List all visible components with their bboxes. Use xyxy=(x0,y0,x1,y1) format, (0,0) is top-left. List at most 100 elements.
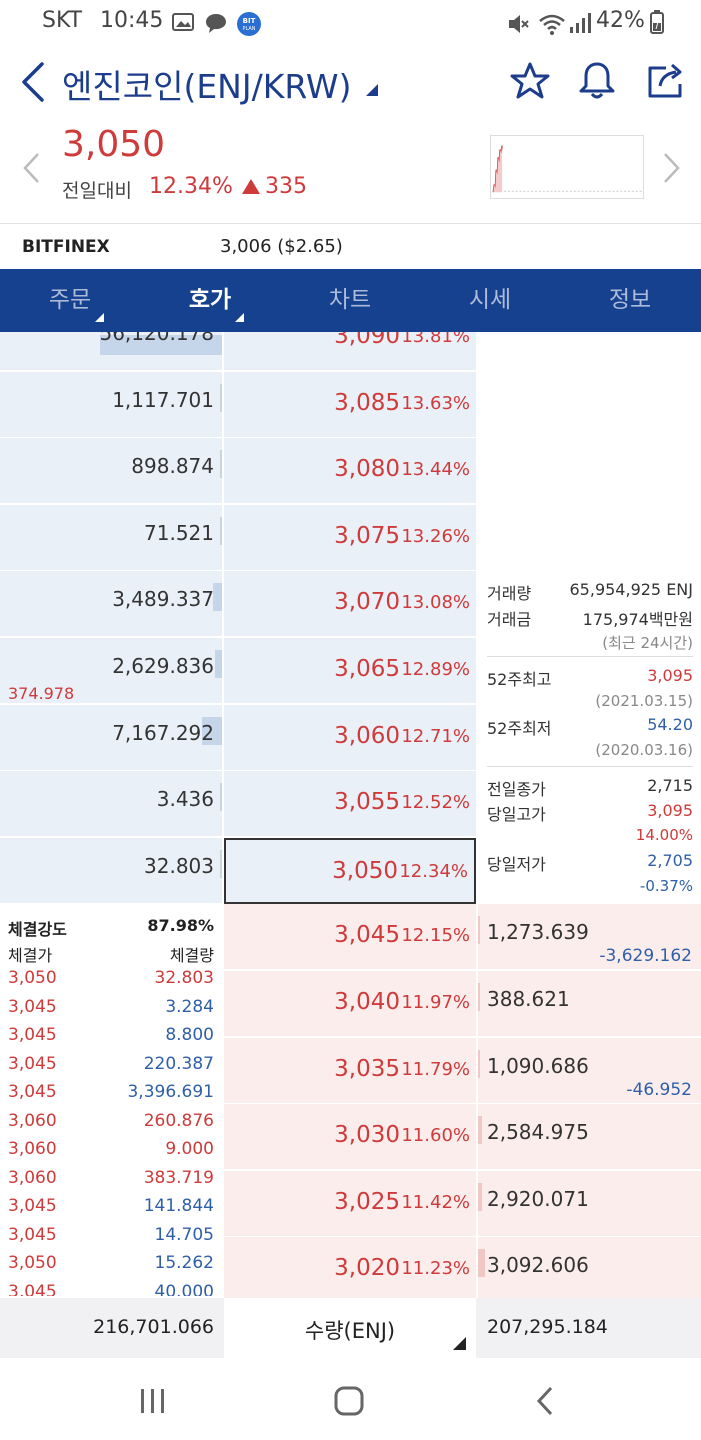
ask-quantity-cell[interactable]: 3.436 xyxy=(0,771,222,838)
ask-price-cell[interactable]: 3,075 13.26% xyxy=(224,504,476,571)
bid-quantity-change: -3,629.162 xyxy=(599,946,692,967)
current-price: 3,050 xyxy=(62,124,166,165)
bid-price-cell[interactable]: 3,045 12.15% xyxy=(224,904,476,971)
change-amount: 335 xyxy=(265,174,307,199)
wifi-icon xyxy=(539,14,565,35)
trade-quantity: 32.803 xyxy=(154,968,214,989)
ask-price-cell[interactable]: 3,090 13.81% xyxy=(224,332,476,371)
bid-price-cell[interactable]: 3,040 11.97% xyxy=(224,971,476,1037)
ask-quantity-cell[interactable]: 1,117.701 xyxy=(0,371,222,438)
tab-orderbook[interactable]: 호가 xyxy=(188,287,232,313)
trade-price: 3,060 xyxy=(8,1139,57,1160)
ask-quantity-bar xyxy=(215,650,222,678)
trade-row: 3,060 260.876 xyxy=(0,1109,222,1138)
total-bid-quantity: 207,295.184 xyxy=(487,1316,608,1338)
bid-quantity-change: -46.952 xyxy=(626,1079,692,1100)
coin-title[interactable]: 엔진코인(ENJ/KRW) xyxy=(62,67,352,106)
total-ask-quantity: 216,701.066 xyxy=(93,1316,214,1338)
trade-price: 3,045 xyxy=(8,1025,57,1046)
exchange-row[interactable]: BITFINEX 3,006 ($2.65) xyxy=(0,223,701,269)
tab-order[interactable]: 주문 xyxy=(48,287,92,313)
bid-quantity-bar xyxy=(478,1116,483,1145)
bid-quantity-cell[interactable]: 2,584.975 xyxy=(478,1104,701,1171)
ask-quantity-cell[interactable]: 71.521 xyxy=(0,504,222,571)
trade-row: 3,060 9.000 xyxy=(0,1137,222,1166)
trade-row: 3,045 141.844 xyxy=(0,1194,222,1223)
info-day-high-label: 당일고가 xyxy=(487,805,546,824)
trade-quantity: 9.000 xyxy=(165,1139,214,1160)
trade-strength-value: 87.98% xyxy=(147,916,214,936)
bid-quantity-cell[interactable]: 388.621 xyxy=(478,971,701,1037)
ask-quantity-cell[interactable]: 3,489.337 xyxy=(0,571,222,638)
bid-price-cell[interactable]: 3,025 11.42% xyxy=(224,1170,476,1237)
bell-icon[interactable] xyxy=(578,60,616,100)
bid-price: 3,020 xyxy=(334,1255,400,1282)
ask-price-cell[interactable]: 3,060 12.71% xyxy=(224,704,476,771)
ask-quantity-cell[interactable]: 2,629.836 xyxy=(0,638,222,704)
info-period-note: (최근 24시간) xyxy=(602,634,693,652)
title-dropdown-icon[interactable] xyxy=(366,84,378,96)
info-52w-high-date: (2021.03.15) xyxy=(595,692,693,710)
ask-price-cell[interactable]: 3,055 12.52% xyxy=(224,771,476,838)
previous-coin-arrow-icon[interactable] xyxy=(22,152,40,184)
up-triangle-icon xyxy=(242,179,260,194)
ask-price-cell[interactable]: 3,085 13.63% xyxy=(224,371,476,438)
ask-quantity-cell[interactable]: 56,120.178 xyxy=(0,332,222,371)
star-icon[interactable] xyxy=(510,62,550,100)
trade-price: 3,045 xyxy=(8,1281,57,1297)
ask-quantity-cell[interactable]: 898.874 xyxy=(0,438,222,505)
bid-quantity-cell[interactable]: 3,092.606 xyxy=(478,1237,701,1298)
trade-row: 3,060 383.719 xyxy=(0,1166,222,1195)
next-coin-arrow-icon[interactable] xyxy=(663,152,681,184)
trade-quantity: 260.876 xyxy=(143,1110,214,1131)
unit-toggle-button[interactable]: 수량(ENJ) xyxy=(224,1298,476,1358)
trade-price: 3,050 xyxy=(8,1253,57,1274)
ask-price-rate: 12.52% xyxy=(401,792,470,814)
info-day-low-value: 2,705 xyxy=(647,851,693,870)
ask-price-cell[interactable]: 3,070 13.08% xyxy=(224,571,476,638)
bid-price-rate: 11.23% xyxy=(401,1258,470,1280)
trade-price: 3,045 xyxy=(8,1082,57,1103)
bid-price-rate: 12.15% xyxy=(401,925,470,947)
bid-price-cell[interactable]: 3,035 11.79% xyxy=(224,1037,476,1104)
ask-side-note: 374.978 xyxy=(8,684,75,703)
ask-quantity-cell[interactable]: 32.803 xyxy=(0,837,222,904)
back-icon[interactable] xyxy=(18,62,48,102)
ask-price-cell[interactable]: 3,065 12.89% xyxy=(224,638,476,704)
orderbook[interactable]: 56,120.178 3,090 13.81% 1,117.701 3,085 13.63… xyxy=(0,332,701,1298)
tab-chart[interactable]: 차트 xyxy=(328,287,372,313)
ask-price-cell[interactable]: 3,080 13.44% xyxy=(224,438,476,505)
nav-back-icon[interactable] xyxy=(536,1386,554,1416)
tab-orderbook-dropdown-icon xyxy=(235,313,244,322)
home-icon[interactable] xyxy=(334,1386,364,1416)
ask-quantity-cell[interactable]: 7,167.292 xyxy=(0,704,222,771)
ask-price: 3,090 xyxy=(334,332,400,349)
trade-quantity: 3.284 xyxy=(165,996,214,1017)
bid-quantity-cell[interactable]: 2,920.071 xyxy=(478,1170,701,1237)
bid-quantity: 2,920.071 xyxy=(487,1186,589,1211)
share-icon[interactable] xyxy=(646,62,686,100)
image-icon xyxy=(172,13,194,31)
change-rate: 12.34% xyxy=(149,174,233,199)
tab-info[interactable]: 정보 xyxy=(608,287,652,313)
bid-quantity-bar xyxy=(478,1182,483,1211)
info-prev-close-label: 전일종가 xyxy=(487,780,546,799)
current-price-cell[interactable]: 3,050 12.34% xyxy=(224,837,476,904)
trade-row: 3,045 8.800 xyxy=(0,1023,222,1052)
status-battery-percent: 42% xyxy=(596,8,645,33)
tab-market-price[interactable]: 시세 xyxy=(468,287,512,313)
bid-price-rate: 11.97% xyxy=(401,992,470,1013)
bid-price-cell[interactable]: 3,030 11.60% xyxy=(224,1104,476,1171)
trade-price: 3,045 xyxy=(8,996,57,1017)
mini-price-chart[interactable] xyxy=(490,135,644,199)
ask-quantity: 1,117.701 xyxy=(112,387,214,412)
bid-quantity-cell[interactable]: 1,090.686 -46.952 xyxy=(478,1037,701,1104)
ask-quantity-bar xyxy=(202,716,222,745)
bid-price: 3,045 xyxy=(334,922,400,949)
bid-quantity-cell[interactable]: 1,273.639 -3,629.162 xyxy=(478,904,701,971)
info-52w-low-value: 54.20 xyxy=(647,715,693,734)
ask-price: 3,085 xyxy=(334,389,400,416)
recent-apps-icon[interactable] xyxy=(139,1388,167,1414)
bid-price-cell[interactable]: 3,020 11.23% xyxy=(224,1237,476,1298)
